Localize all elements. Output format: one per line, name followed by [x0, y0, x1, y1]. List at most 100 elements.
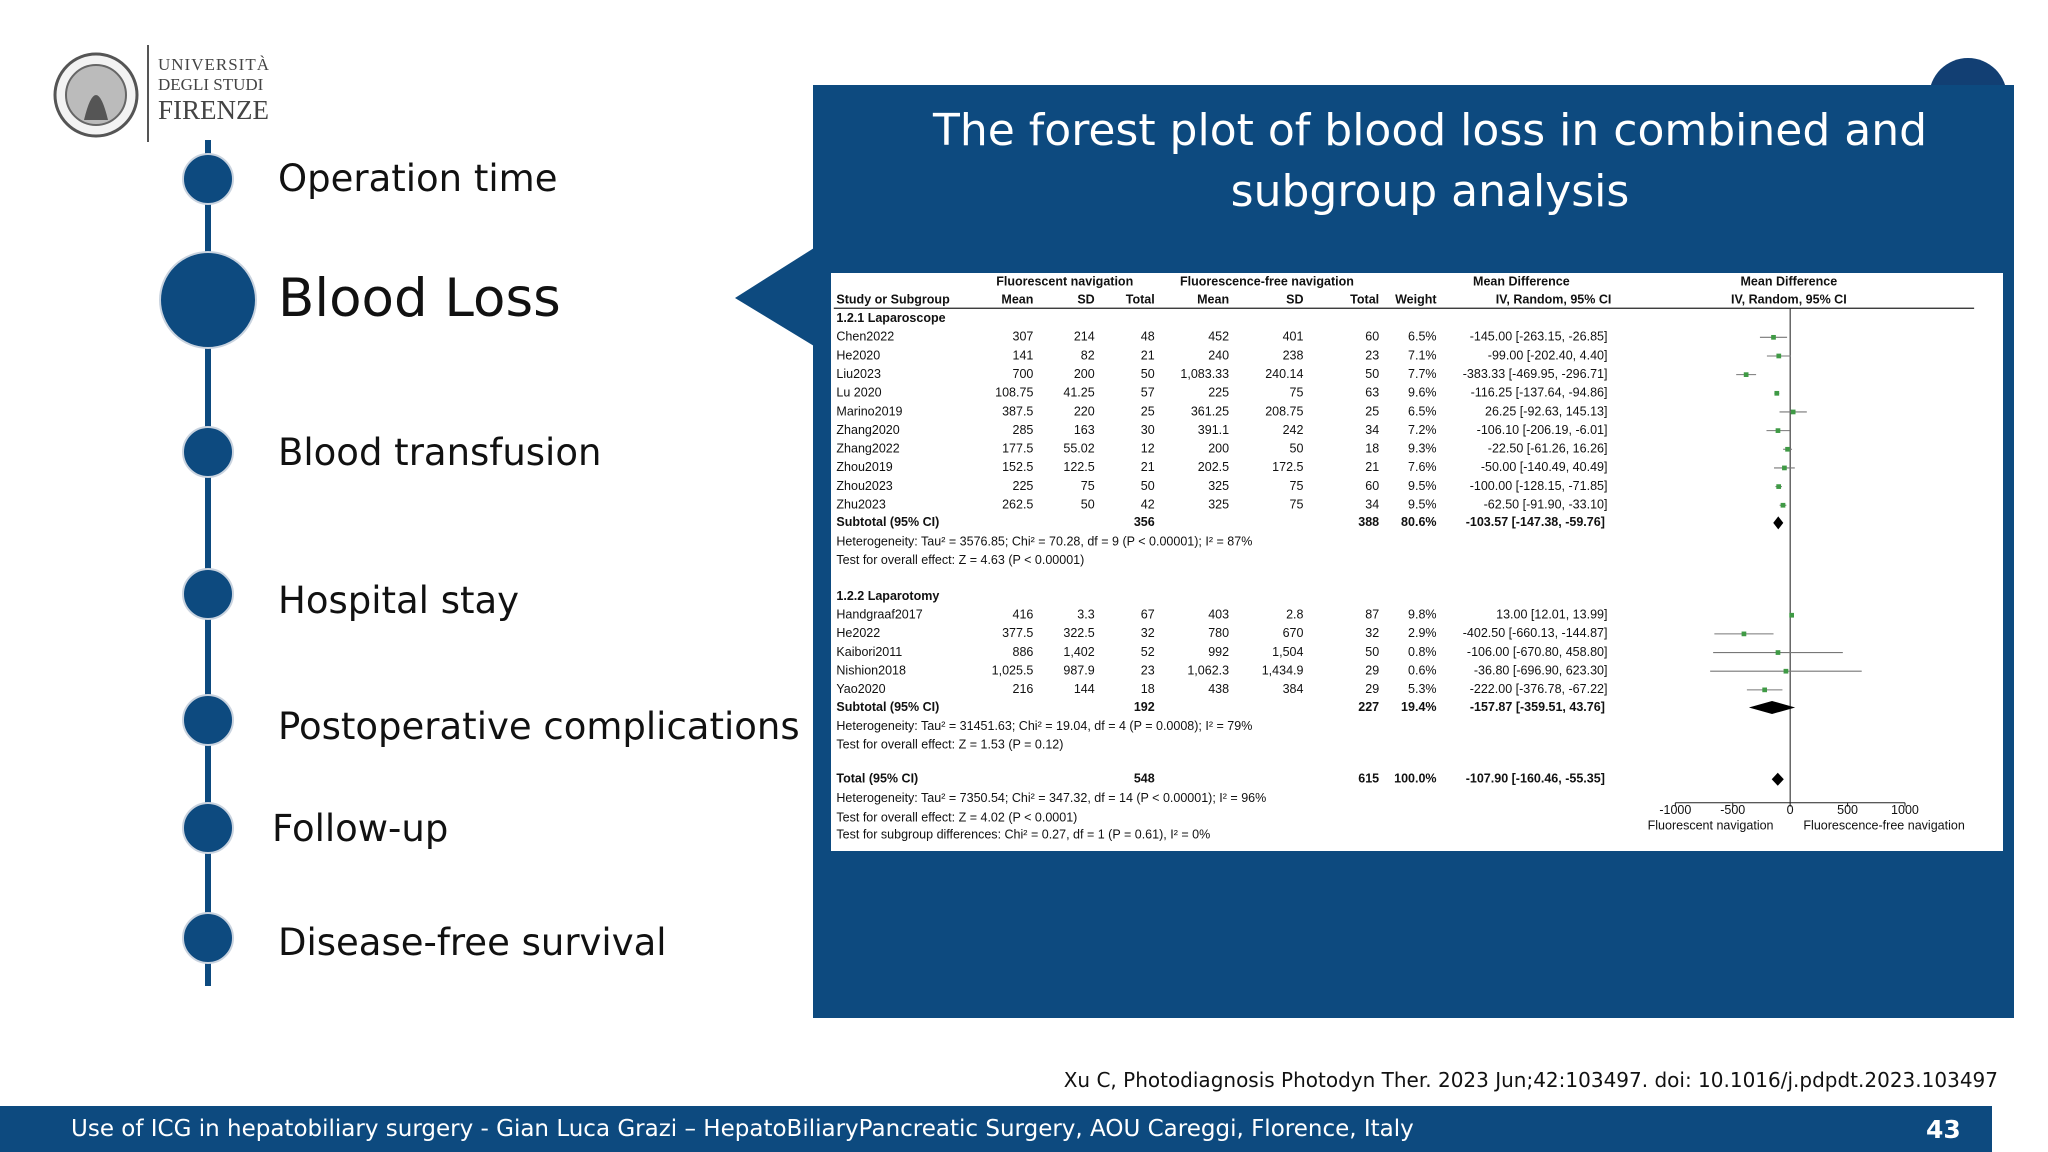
effect-square	[1743, 372, 1749, 377]
pooled-diamond	[1748, 700, 1796, 715]
summary-weight: 19.4%	[1401, 700, 1437, 714]
study-cell: 75	[1290, 479, 1304, 493]
logo: UNIVERSITÀ DEGLI STUDI FIRENZE	[53, 45, 269, 142]
summary-total: 388	[1358, 515, 1379, 529]
subgroup-name: 1.2.1 Laparoscope	[836, 311, 945, 325]
study-cell: 992	[1208, 645, 1229, 659]
effect-square	[1776, 484, 1782, 489]
study-cell: -383.33 [-469.95, -296.71]	[1463, 367, 1608, 381]
study-cell: 452	[1208, 330, 1229, 344]
citation: Xu C, Photodiagnosis Photodyn Ther. 2023…	[1063, 1068, 1998, 1092]
study-cell: 9.6%	[1408, 386, 1437, 400]
study-cell: Yao2020	[836, 682, 885, 696]
effect-square	[1774, 390, 1780, 396]
study-cell: 0.8%	[1408, 645, 1437, 659]
study-cell: -50.00 [-140.49, 40.49]	[1481, 460, 1608, 474]
column-header: Mean	[1197, 293, 1229, 307]
effect-square	[1771, 334, 1776, 340]
overall-effect: Test for overall effect: Z = 4.63 (P < 0…	[836, 553, 1084, 567]
study-cell: 7.1%	[1408, 348, 1437, 362]
study-cell: 67	[1141, 608, 1155, 622]
study-cell: 1,062.3	[1187, 664, 1229, 678]
group-header: Fluorescent navigation	[996, 274, 1133, 288]
study-cell: 240.14	[1265, 367, 1303, 381]
study-cell: 387.5	[1002, 404, 1033, 418]
study-cell: 34	[1365, 423, 1379, 437]
study-cell: 29	[1365, 664, 1379, 678]
study-cell: 41.25	[1063, 386, 1094, 400]
study-cell: 144	[1074, 682, 1095, 696]
study-cell: -222.00 [-376.78, -67.22]	[1470, 682, 1608, 696]
study-cell: 325	[1208, 498, 1229, 512]
summary-total: 615	[1358, 772, 1379, 786]
study-cell: 50	[1141, 367, 1155, 381]
effect-square	[1775, 650, 1781, 655]
study-cell: -36.80 [-696.90, 623.30]	[1474, 664, 1608, 678]
study-cell: 262.5	[1002, 498, 1033, 512]
timeline-label: Blood transfusion	[278, 431, 602, 474]
study-cell: -106.00 [-670.80, 458.80]	[1467, 645, 1608, 659]
overall-effect: Test for overall effect: Z = 4.02 (P < 0…	[836, 811, 1077, 825]
summary-ci: -107.90 [-160.46, -55.35]	[1466, 772, 1605, 786]
study-cell: He2022	[836, 626, 880, 640]
effect-square	[1762, 687, 1768, 693]
study-cell: 202.5	[1198, 460, 1229, 474]
column-header: Mean	[1001, 293, 1033, 307]
study-cell: 48	[1141, 330, 1155, 344]
timeline-label: Operation time	[278, 157, 558, 200]
summary-label: Total (95% CI)	[836, 772, 918, 786]
study-cell: 23	[1365, 348, 1379, 362]
pointer	[735, 248, 814, 346]
study-cell: Zhang2022	[836, 442, 899, 456]
study-cell: -100.00 [-128.15, -71.85]	[1470, 479, 1608, 493]
pooled-diamond	[1773, 516, 1784, 530]
study-cell: 384	[1283, 682, 1304, 696]
footer-text: Use of ICG in hepatobiliary surgery - Gi…	[71, 1116, 1414, 1142]
study-cell: -22.50 [-61.26, 16.26]	[1488, 442, 1608, 456]
column-header: Study or Subgroup	[836, 293, 950, 307]
study-cell: Zhang2020	[836, 423, 899, 437]
timeline-dot	[182, 694, 234, 746]
study-cell: 21	[1365, 460, 1379, 474]
study-cell: 2.9%	[1408, 626, 1437, 640]
timeline-dot-active	[159, 251, 257, 349]
study-cell: 377.5	[1002, 626, 1033, 640]
study-cell: 21	[1141, 348, 1155, 362]
study-cell: -116.25 [-137.64, -94.86]	[1471, 386, 1608, 400]
study-cell: 30	[1141, 423, 1155, 437]
study-cell: -145.00 [-263.15, -26.85]	[1470, 330, 1608, 344]
column-header: SD	[1077, 293, 1094, 307]
x-tick-label: 500	[1837, 803, 1858, 817]
timeline-dot	[182, 912, 234, 964]
study-cell: 214	[1074, 330, 1095, 344]
study-cell: Kaibori2011	[836, 645, 902, 659]
study-cell: 9.5%	[1408, 498, 1437, 512]
study-cell: 886	[1013, 645, 1034, 659]
study-cell: 50	[1081, 498, 1095, 512]
study-cell: 75	[1290, 386, 1304, 400]
axis-label: Fluorescence-free navigation	[1803, 819, 1964, 833]
summary-ci: -103.57 [-147.38, -59.76]	[1466, 515, 1605, 529]
study-cell: 108.75	[995, 386, 1033, 400]
study-cell: Handgraaf2017	[836, 608, 922, 622]
study-cell: 75	[1081, 479, 1095, 493]
study-cell: 240	[1208, 348, 1229, 362]
timeline-dot	[182, 568, 234, 620]
study-cell: 60	[1365, 479, 1379, 493]
study-cell: 50	[1141, 479, 1155, 493]
heterogeneity: Heterogeneity: Tau² = 7350.54; Chi² = 34…	[836, 791, 1266, 805]
study-cell: Zhou2019	[836, 460, 892, 474]
study-cell: 5.3%	[1408, 682, 1437, 696]
study-cell: 208.75	[1265, 404, 1303, 418]
timeline-label-active: Blood Loss	[278, 268, 561, 329]
study-cell: 122.5	[1063, 460, 1094, 474]
study-cell: Liu2023	[836, 367, 881, 381]
plot-header: Mean Difference	[1741, 274, 1838, 288]
page-number: 43	[1926, 1115, 1961, 1144]
timeline-dot	[182, 426, 234, 478]
study-cell: 60	[1365, 330, 1379, 344]
column-header: SD	[1286, 293, 1303, 307]
study-cell: Marino2019	[836, 404, 902, 418]
study-cell: 242	[1283, 423, 1304, 437]
study-cell: 401	[1283, 330, 1304, 344]
